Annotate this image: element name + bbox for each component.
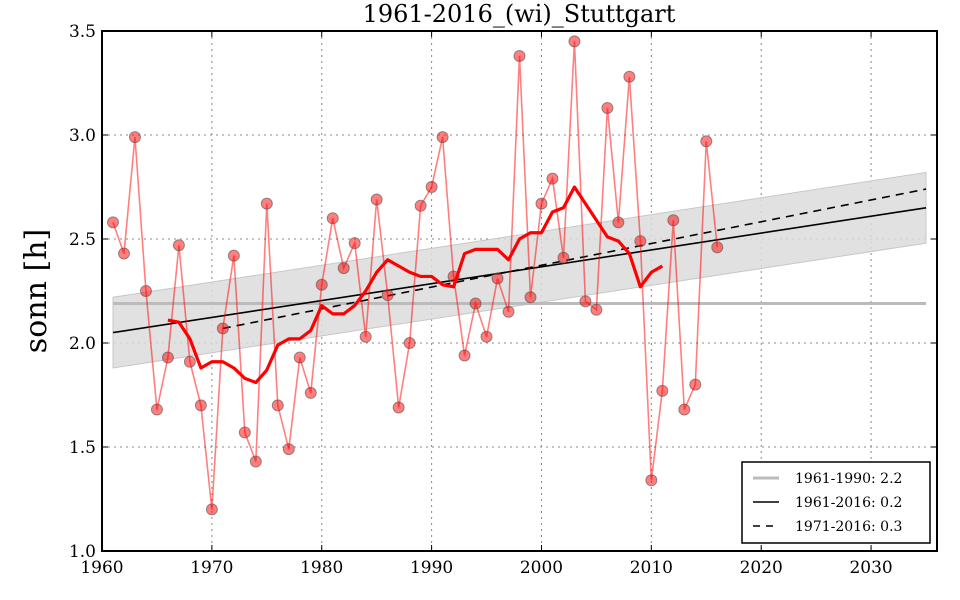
trend-line-1961-2016 [112,207,927,334]
data-point [161,351,174,364]
data-point [711,241,724,254]
x-tick-label: 2000 [520,558,563,578]
reference-lines-layer [112,188,927,334]
data-point [612,216,625,229]
y-tick-label: 1.0 [69,542,96,562]
legend: 1961-1990: 2.2 1961-2016: 0.2 1971-2016:… [741,461,931,544]
data-point [546,172,559,185]
x-tick-label: 2030 [849,558,892,578]
data-point [194,399,207,412]
data-point [678,403,691,416]
x-tick-label: 2020 [740,558,783,578]
data-point [216,322,229,335]
x-tick-label: 1980 [300,558,343,578]
trend-line-1971-2016 [222,188,927,330]
data-point [557,251,570,264]
data-point [480,330,493,343]
y-tick-label: 2.5 [69,230,96,250]
data-point [667,214,680,227]
data-point [392,401,405,414]
data-point [601,101,614,114]
plot-frame [101,30,938,552]
chart-title: 1961-2016_(wi)_Stuttgart [363,0,676,28]
data-point [282,443,295,456]
data-point [403,337,416,349]
data-point [381,289,394,302]
data-point [502,305,515,318]
data-point [579,295,592,308]
data-point [106,216,119,229]
data-point [183,355,196,368]
data-point [348,237,361,250]
y-tick-label: 3.0 [69,126,96,146]
moving-average-layer [167,185,664,385]
axis-ticks [101,30,937,552]
x-tick-label: 1970 [190,558,233,578]
data-point [370,193,383,206]
data-point [623,70,636,83]
data-point [590,303,603,316]
y-tick-label: 1.5 [69,438,96,458]
data-point [359,330,372,343]
data-point [535,197,548,210]
tick-labels: 1960 1970 1980 1990 2000 2010 2020 2030 1.0 1.5 2.… [69,22,893,578]
data-point [656,384,669,397]
data-point [700,135,713,148]
x-tick-label: 2010 [630,558,673,578]
data-point [469,297,482,310]
y-axis-label: sonn [h] [19,229,54,353]
data-point [689,378,702,391]
data-point [524,291,537,304]
data-point [315,278,328,291]
legend-label-trend-1971: 1971-2016: 0.3 [795,519,902,535]
data-point [139,285,152,297]
data-point [425,181,438,193]
x-tick-label: 1990 [410,558,453,578]
data-point [491,272,504,285]
data-point [238,426,251,439]
data-point [513,49,526,62]
data-point [436,131,449,144]
moving-average-line [167,185,664,385]
data-point [128,131,141,144]
data-point [326,212,339,225]
data-point [150,403,163,416]
y-tick-label: 2.0 [69,334,96,354]
data-point [271,399,284,412]
data-point [414,199,427,212]
x-tick-label: 1960 [80,558,123,578]
y-tick-label: 3.5 [69,22,96,42]
data-points-layer [106,35,724,516]
data-point [568,35,581,48]
data-point [458,349,471,362]
data-point [205,503,218,516]
legend-label-trend-1961: 1961-2016: 0.2 [795,495,902,511]
data-point [260,197,273,210]
data-point [634,235,647,248]
data-point [172,239,185,252]
data-point [304,386,317,399]
legend-label-climatology: 1961-1990: 2.2 [795,471,902,487]
data-point [337,262,350,275]
data-point [293,351,306,364]
data-point [645,474,658,487]
data-point [117,247,130,260]
data-point [227,249,240,262]
data-point [249,455,262,468]
